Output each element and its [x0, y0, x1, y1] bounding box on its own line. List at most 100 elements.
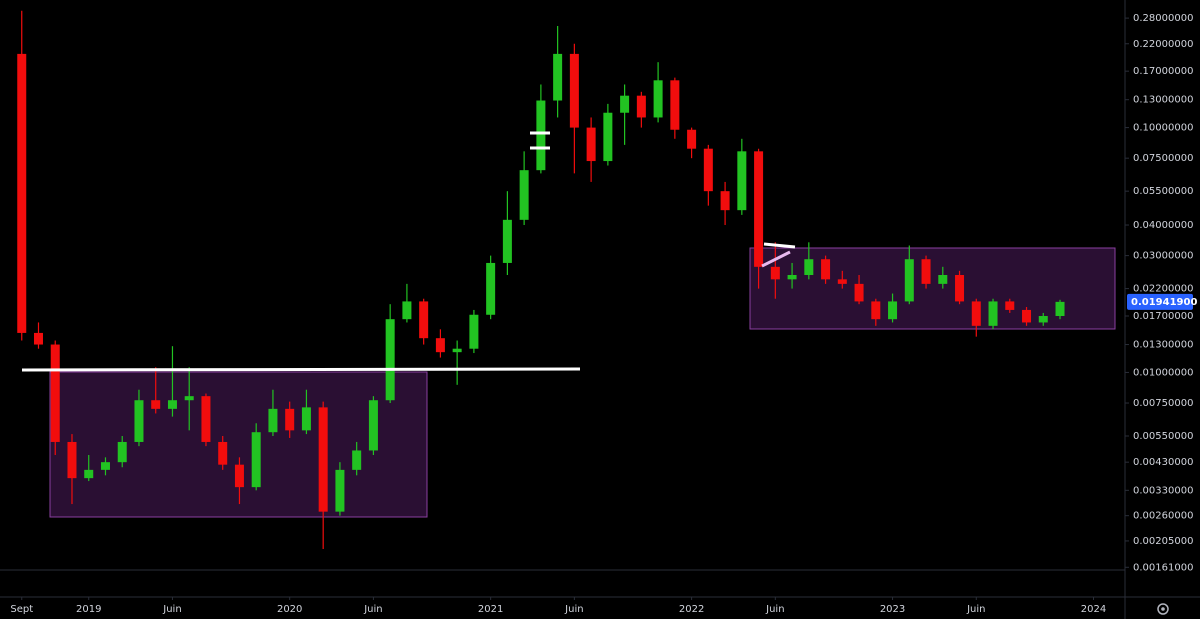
candle-body — [184, 396, 194, 401]
candle-body — [234, 464, 244, 488]
last-price-box — [1127, 293, 1193, 310]
candle-body — [352, 450, 362, 470]
candle-body — [888, 301, 898, 320]
candle-body — [687, 129, 697, 149]
x-tick-label: 2019 — [76, 604, 101, 615]
candle-body — [151, 400, 161, 409]
y-tick-label: 0.28000000 — [1133, 13, 1193, 24]
candle-body — [754, 151, 764, 267]
candle-body — [720, 191, 730, 211]
x-tick-label: Juin — [966, 604, 985, 615]
candle-body — [821, 259, 831, 280]
settings-gear[interactable] — [1157, 603, 1169, 615]
candle-body — [50, 344, 60, 442]
candle-body — [435, 338, 445, 353]
candle-body — [603, 112, 613, 162]
marker — [763, 242, 796, 249]
candle-body — [419, 301, 429, 339]
range-box — [49, 371, 428, 518]
last-price-label: 0.01941900 — [1131, 297, 1197, 308]
candle-body — [402, 301, 412, 320]
y-tick-label: 0.00205000 — [1133, 536, 1193, 547]
candle-body — [737, 151, 747, 211]
candle-body — [1038, 316, 1048, 323]
candle-body — [636, 95, 646, 118]
candle-body — [67, 441, 77, 479]
y-tick-label: 0.10000000 — [1133, 123, 1193, 134]
y-tick-label: 0.01300000 — [1133, 340, 1193, 351]
y-tick-label: 0.00330000 — [1133, 485, 1193, 496]
candle-body — [703, 148, 713, 192]
candle-body — [134, 400, 144, 442]
y-tick-label: 0.00750000 — [1133, 398, 1193, 409]
y-tick-label: 0.02200000 — [1133, 284, 1193, 295]
candle-body — [167, 400, 177, 409]
candle-body — [620, 95, 630, 113]
settings-gear-center[interactable] — [1161, 607, 1165, 611]
x-tick-label: Juin — [564, 604, 583, 615]
candle-body — [268, 408, 278, 433]
marker — [761, 250, 791, 268]
candle-body — [770, 266, 780, 280]
settings-icon[interactable] — [1157, 603, 1169, 615]
candle-body — [569, 53, 579, 128]
candle-body — [854, 283, 864, 302]
axes: 0.28000000 0.22000000 0.17000000 0.13000000… — [10, 13, 1197, 615]
x-tick-label: 2023 — [880, 604, 905, 615]
candle-body — [871, 301, 881, 320]
candle-body — [921, 259, 931, 284]
candle-body — [971, 301, 981, 326]
y-tick-label: 0.03000000 — [1133, 251, 1193, 262]
candle-body — [385, 319, 395, 401]
candle-body — [452, 348, 462, 353]
y-tick-label: 0.17000000 — [1133, 66, 1193, 77]
candle-body — [536, 100, 546, 171]
candle-body — [285, 408, 295, 431]
y-tick-label: 0.01000000 — [1133, 367, 1193, 378]
y-tick-label: 0.05500000 — [1133, 186, 1193, 197]
candle-body — [486, 262, 496, 315]
candle-body — [670, 80, 680, 130]
candle-body — [1022, 309, 1032, 323]
candle-body — [201, 396, 211, 442]
y-tick-label: 0.22000000 — [1133, 39, 1193, 50]
y-tick-label: 0.00161000 — [1133, 562, 1193, 573]
candle-body — [318, 407, 328, 512]
support-line — [21, 367, 581, 372]
candle-body — [988, 301, 998, 326]
candle-body — [553, 53, 563, 101]
candle-body — [519, 170, 529, 220]
candle-body — [469, 314, 479, 349]
candle-body — [904, 259, 914, 302]
candle-body — [586, 127, 596, 162]
x-tick-label: Juin — [162, 604, 181, 615]
candle-body — [804, 259, 814, 276]
candle-body — [17, 53, 27, 333]
y-tick-label: 0.13000000 — [1133, 95, 1193, 106]
candle-body — [33, 332, 43, 345]
x-tick-label: 2021 — [478, 604, 503, 615]
y-tick-label: 0.07500000 — [1133, 153, 1193, 164]
candle-body — [218, 441, 228, 465]
y-tick-label: 0.00430000 — [1133, 457, 1193, 468]
candle-body — [837, 279, 847, 284]
candle-body — [955, 275, 965, 302]
x-tick-label: Juin — [363, 604, 382, 615]
x-tick-label: 2020 — [277, 604, 302, 615]
candle-body — [787, 275, 797, 280]
y-tick-label: 0.01700000 — [1133, 311, 1193, 322]
y-tick-label: 0.04000000 — [1133, 220, 1193, 231]
candle-body — [1005, 301, 1015, 310]
candles — [17, 10, 1065, 550]
candle-body — [502, 219, 512, 263]
candle-body — [251, 432, 261, 488]
candle-body — [335, 469, 345, 512]
x-tick-label: Juin — [765, 604, 784, 615]
candle-body — [368, 400, 378, 451]
candle-body — [301, 407, 311, 431]
x-tick-label: 2024 — [1081, 604, 1106, 615]
x-tick-label: Sept — [10, 604, 33, 615]
candle-body — [117, 441, 127, 463]
range-box — [749, 247, 1116, 330]
